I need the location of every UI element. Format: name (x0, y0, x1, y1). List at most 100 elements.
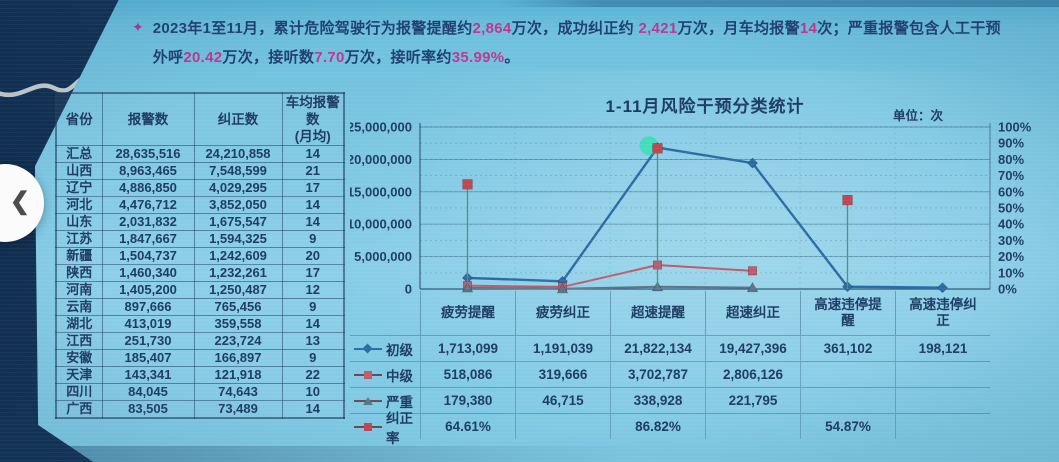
province-row: 湖北 413,019 359,558 14 (55, 315, 345, 333)
legend-label: 初级 (386, 342, 413, 358)
y-right-tick: 70% (998, 168, 1024, 183)
legend-item-纠正率: 纠正率 (350, 411, 420, 446)
category-header: 高速违停纠正 (895, 291, 990, 335)
y-right-tick: 90% (998, 136, 1024, 151)
province-cell: 1,232,261 (193, 264, 283, 282)
province-row: 天津 143,341 121,918 22 (55, 366, 345, 384)
province-cell: 江苏 (55, 230, 103, 248)
province-cell: 14 (281, 145, 345, 163)
chart-value-cell: 2,806,126 (705, 361, 800, 387)
legend-item-中级: 中级 (350, 361, 420, 387)
province-table: 省份 报警数 纠正数 车均报警数 (月均) 汇总 28,635,516 24,210,… (55, 92, 345, 419)
col-header-corrections: 纠正数 (193, 92, 283, 146)
province-cell: 山西 (55, 162, 103, 180)
province-cell: 20 (281, 247, 345, 265)
screen-glow (330, 70, 1059, 462)
province-cell: 1,675,547 (193, 213, 283, 231)
chart-value-cell (800, 361, 895, 387)
chart-value-cell: 319,666 (515, 361, 610, 387)
province-cell: 166,897 (193, 349, 283, 367)
chart-value-cell: 198,121 (895, 335, 990, 361)
province-cell: 广西 (55, 400, 103, 419)
province-cell: 辽宁 (55, 179, 103, 197)
province-row: 四川 84,045 74,643 10 (55, 383, 345, 401)
province-cell: 17 (281, 179, 345, 197)
chart-value-cell: 361,102 (800, 335, 895, 361)
province-cell: 21 (281, 162, 345, 180)
legend-item-严重: 严重 (350, 387, 420, 413)
legend-label: 中级 (386, 368, 413, 384)
y-right-tick: 50% (998, 201, 1024, 216)
category-header: 超速提醒 (610, 291, 705, 335)
province-cell: 4,029,295 (193, 179, 283, 197)
province-cell: 1,250,487 (193, 281, 283, 299)
province-cell: 云南 (55, 298, 103, 316)
province-cell: 359,558 (193, 315, 283, 333)
province-cell: 14 (281, 315, 345, 333)
province-cell: 8,963,465 (101, 162, 195, 180)
province-cell: 湖北 (55, 315, 103, 333)
cable (0, 77, 83, 98)
category-header: 疲劳提醒 (420, 291, 515, 335)
province-row: 河南 1,405,200 1,250,487 12 (55, 281, 345, 299)
y-left-tick: 25,000,000 (350, 120, 412, 135)
y-left-tick: 20,000,000 (350, 152, 412, 167)
chart-value-cell: 338,928 (610, 387, 705, 413)
chart-value-cell: 21,822,134 (610, 335, 705, 361)
province-cell: 14 (281, 400, 345, 419)
province-cell: 413,019 (101, 315, 195, 333)
province-cell: 1,460,340 (101, 264, 195, 282)
chart-value-cell: 1,713,099 (420, 335, 515, 361)
province-cell: 河北 (55, 196, 103, 214)
province-row: 山东 2,031,832 1,675,547 14 (55, 213, 345, 231)
province-cell: 陕西 (55, 264, 103, 282)
province-cell: 3,852,050 (193, 196, 283, 214)
chart-value-cell (895, 361, 990, 387)
headline-line-1: 2023年1至11月，累计危险驾驶行为报警提醒约2,864万次，成功纠正约 2,… (152, 20, 1001, 37)
y-left-tick: 0 (405, 282, 412, 297)
province-cell: 185,407 (101, 349, 195, 367)
province-row: 江苏 1,847,667 1,594,325 9 (55, 230, 345, 248)
chart-value-cell (800, 387, 895, 413)
province-cell: 4,476,712 (101, 196, 195, 214)
province-cell: 765,456 (193, 298, 283, 316)
province-cell: 14 (281, 213, 345, 231)
province-cell: 73,489 (193, 400, 283, 419)
y-right-tick: 40% (998, 217, 1024, 232)
bottom-shade (0, 446, 636, 462)
province-cell: 河南 (55, 281, 103, 299)
province-cell: 4,886,850 (101, 179, 195, 197)
province-row: 云南 897,666 765,456 9 (55, 298, 345, 316)
y-right-tick: 60% (998, 184, 1024, 199)
province-row: 汇总 28,635,516 24,210,858 14 (55, 145, 345, 163)
province-cell: 1,594,325 (193, 230, 283, 248)
province-cell: 223,724 (193, 332, 283, 350)
province-cell: 9 (281, 349, 345, 367)
province-cell: 汇总 (55, 145, 103, 163)
y-right-tick: 10% (998, 265, 1024, 280)
headline: ✦ 2023年1至11月，累计危险驾驶行为报警提醒约2,864万次，成功纠正约 … (132, 14, 1044, 72)
province-row: 江西 251,730 223,724 13 (55, 332, 345, 350)
chart-value-cell (895, 387, 990, 413)
province-cell: 1,504,737 (101, 247, 195, 265)
province-cell: 84,045 (101, 383, 195, 401)
province-cell: 2,031,832 (101, 213, 195, 231)
series-line-严重 (467, 285, 753, 290)
chart-plot: 0 5,000,000 10,000,000 15,000,000 20,000,000… (350, 120, 1032, 297)
province-row: 山西 8,963,465 7,548,599 21 (55, 162, 345, 180)
province-cell: 251,730 (101, 332, 195, 350)
province-row: 广西 83,505 73,489 14 (55, 400, 345, 419)
category-header: 高速违停提醒 (800, 291, 895, 335)
chevron-left-icon: ❮ (9, 188, 30, 215)
chart-value-cell (515, 413, 610, 439)
province-cell: 83,505 (101, 400, 195, 419)
y-right-tick: 0% (998, 282, 1017, 297)
chart-value-cell: 46,715 (515, 387, 610, 413)
province-cell: 新疆 (55, 247, 103, 265)
chart-value-cell: 179,380 (420, 387, 515, 413)
previous-slide-button[interactable]: ❮ (0, 164, 44, 242)
chart-value-cell: 1,191,039 (515, 335, 610, 361)
headline-line-2: 外呼20.42万次，接听数7.70万次，接听率约35.99%。 (152, 49, 520, 66)
province-cell: 1,405,200 (101, 281, 195, 299)
